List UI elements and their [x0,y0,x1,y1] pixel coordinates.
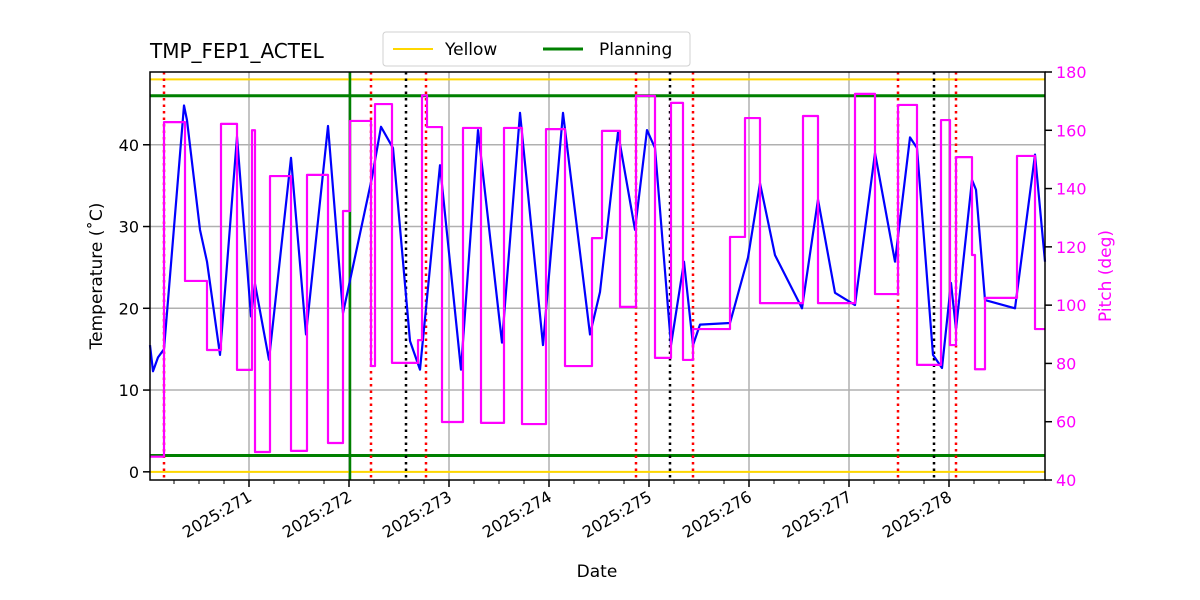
y-tick-label: 10 [119,381,139,400]
y2-tick-label: 40 [1056,471,1076,490]
x-tick-label: 2025:271 [179,487,255,542]
x-tick-label: 2025:275 [579,487,655,542]
legend-label-yellow: Yellow [444,40,497,60]
x-tick-label: 2025:276 [679,487,755,542]
y2-tick-label: 100 [1056,296,1087,315]
series [148,92,1047,458]
y2-tick-label: 180 [1056,63,1087,82]
y2-tick-label: 140 [1056,180,1087,199]
grid [150,72,1045,480]
x-tick-label: 2025:278 [879,487,955,542]
y2-tick-label: 160 [1056,121,1087,140]
legend-box [382,31,691,67]
plot-frame [149,71,1046,481]
legend: Yellow Planning [382,31,691,67]
x-tick-label: 2025:272 [279,487,355,542]
y2-tick-label: 60 [1056,413,1076,432]
y2-axis-label: Pitch (deg) [1096,230,1116,322]
chart-title: TMP_FEP1_ACTEL [149,39,325,63]
y-tick-label: 0 [129,463,139,482]
y2-tick-label: 80 [1056,354,1076,373]
x-tick-label: 2025:277 [779,487,855,542]
y-axis-label: Temperature (˚C) [86,203,107,351]
y-tick-label: 30 [119,218,139,237]
event-lines [162,72,958,480]
legend-label-planning: Planning [599,40,672,60]
limit-lines [150,78,1045,473]
y-tick-label: 40 [119,136,139,155]
x-tick-label: 2025:274 [479,487,555,542]
x-tick-label: 2025:273 [379,487,455,542]
y2-tick-label: 120 [1056,238,1087,257]
pitch-line [150,92,1045,458]
x-axis-label: Date [577,562,618,582]
y-tick-label: 20 [119,299,139,318]
